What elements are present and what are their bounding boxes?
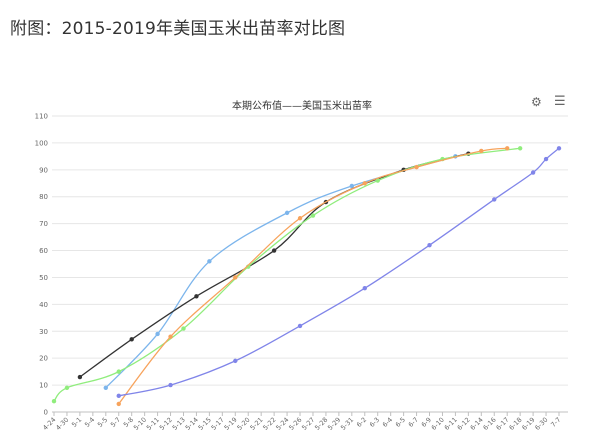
y-tick-label: 40	[39, 301, 48, 309]
series-3-point[interactable]	[310, 213, 316, 218]
series-4-point[interactable]	[168, 334, 173, 339]
series-line-1	[105, 155, 456, 389]
x-tick-label: 6-5	[394, 416, 407, 429]
series-3-point[interactable]	[517, 146, 523, 151]
x-tick-label: 6-4	[381, 416, 394, 429]
x-axis-ticks: 4-244-30 5-1 5-4 5-5 5-7 5-85-105-115-125-135…	[41, 412, 562, 430]
y-tick-label: 110	[35, 113, 48, 121]
series-5-point[interactable]	[116, 393, 121, 399]
x-tick-label: 7-7	[549, 416, 562, 429]
series-line-3	[53, 147, 521, 402]
series-line-2	[79, 153, 469, 378]
y-tick-label: 80	[39, 193, 48, 201]
x-tick-label: 5-5	[96, 416, 109, 429]
series-5-point[interactable]	[556, 146, 562, 151]
series-line-4	[118, 147, 508, 405]
x-tick-label: 5-1	[70, 416, 83, 429]
series-4-point[interactable]	[233, 275, 238, 280]
y-tick-label: 10	[39, 382, 48, 390]
series-5-point[interactable]	[168, 382, 173, 388]
y-tick-label: 60	[39, 247, 48, 255]
y-tick-label: 90	[39, 166, 48, 174]
series-5-point[interactable]	[362, 286, 367, 291]
series-4-point[interactable]	[505, 146, 510, 151]
hamburger-menu-icon[interactable]: ☰	[554, 94, 566, 109]
series-2-point[interactable]	[129, 337, 134, 342]
series-3-point[interactable]	[51, 399, 57, 404]
series-1-point[interactable]	[207, 259, 212, 264]
series-3-point[interactable]	[375, 178, 380, 183]
y-tick-label: 30	[39, 328, 48, 336]
series-2-point[interactable]	[77, 374, 83, 380]
x-tick-label: 6-7	[407, 416, 420, 429]
x-tick-label: 5-31	[339, 416, 355, 430]
chart-title: 本期公布值——美国玉米出苗率	[232, 101, 372, 112]
chart-card: 0 10 20 30 40 50 60 70 80 90 100 110 4-24 4-30 5-1 5-4…	[28, 90, 576, 430]
series-2-point[interactable]	[271, 248, 277, 253]
series-4-point[interactable]	[116, 401, 121, 407]
series-1-point[interactable]	[103, 385, 108, 390]
y-tick-label: 100	[35, 139, 48, 147]
series-line-5	[118, 147, 560, 397]
series-4-point[interactable]	[362, 181, 367, 186]
series-3-point[interactable]	[116, 369, 121, 374]
x-tick-label: 6-30	[533, 416, 549, 430]
series-2-point[interactable]	[194, 294, 199, 299]
series-5-point[interactable]	[297, 323, 303, 329]
series-5-point[interactable]	[543, 156, 549, 162]
x-tick-label: 4-30	[54, 416, 70, 430]
series-4-point[interactable]	[297, 216, 303, 221]
x-tick-label: 6-2	[355, 416, 368, 429]
series-5-point[interactable]	[530, 170, 536, 175]
y-tick-label: 50	[39, 274, 48, 282]
chart-series	[51, 146, 562, 407]
series-1-point[interactable]	[284, 210, 290, 216]
x-tick-label: 6-3	[368, 416, 381, 429]
x-tick-label: 5-4	[83, 416, 96, 429]
series-3-point[interactable]	[181, 326, 186, 331]
series-1-point[interactable]	[349, 183, 355, 189]
series-3-point[interactable]	[64, 385, 70, 390]
series-1-point[interactable]	[155, 331, 160, 337]
series-4-point[interactable]	[479, 148, 484, 154]
y-tick-label: 20	[39, 355, 48, 363]
page-heading: 附图：2015-2019年美国玉米出苗率对比图	[10, 19, 346, 39]
series-5-point[interactable]	[233, 358, 238, 364]
series-4-point[interactable]	[414, 164, 419, 170]
series-5-point[interactable]	[427, 242, 432, 248]
y-tick-label: 70	[39, 220, 48, 228]
x-tick-label: 5-7	[109, 416, 122, 429]
series-5-point[interactable]	[492, 197, 497, 202]
y-tick-label: 0	[44, 409, 48, 417]
chart-grid	[52, 115, 568, 413]
y-axis-ticks: 0 10 20 30 40 50 60 70 80 90 100 110	[35, 113, 48, 417]
gear-icon[interactable]: ⚙	[531, 95, 542, 109]
